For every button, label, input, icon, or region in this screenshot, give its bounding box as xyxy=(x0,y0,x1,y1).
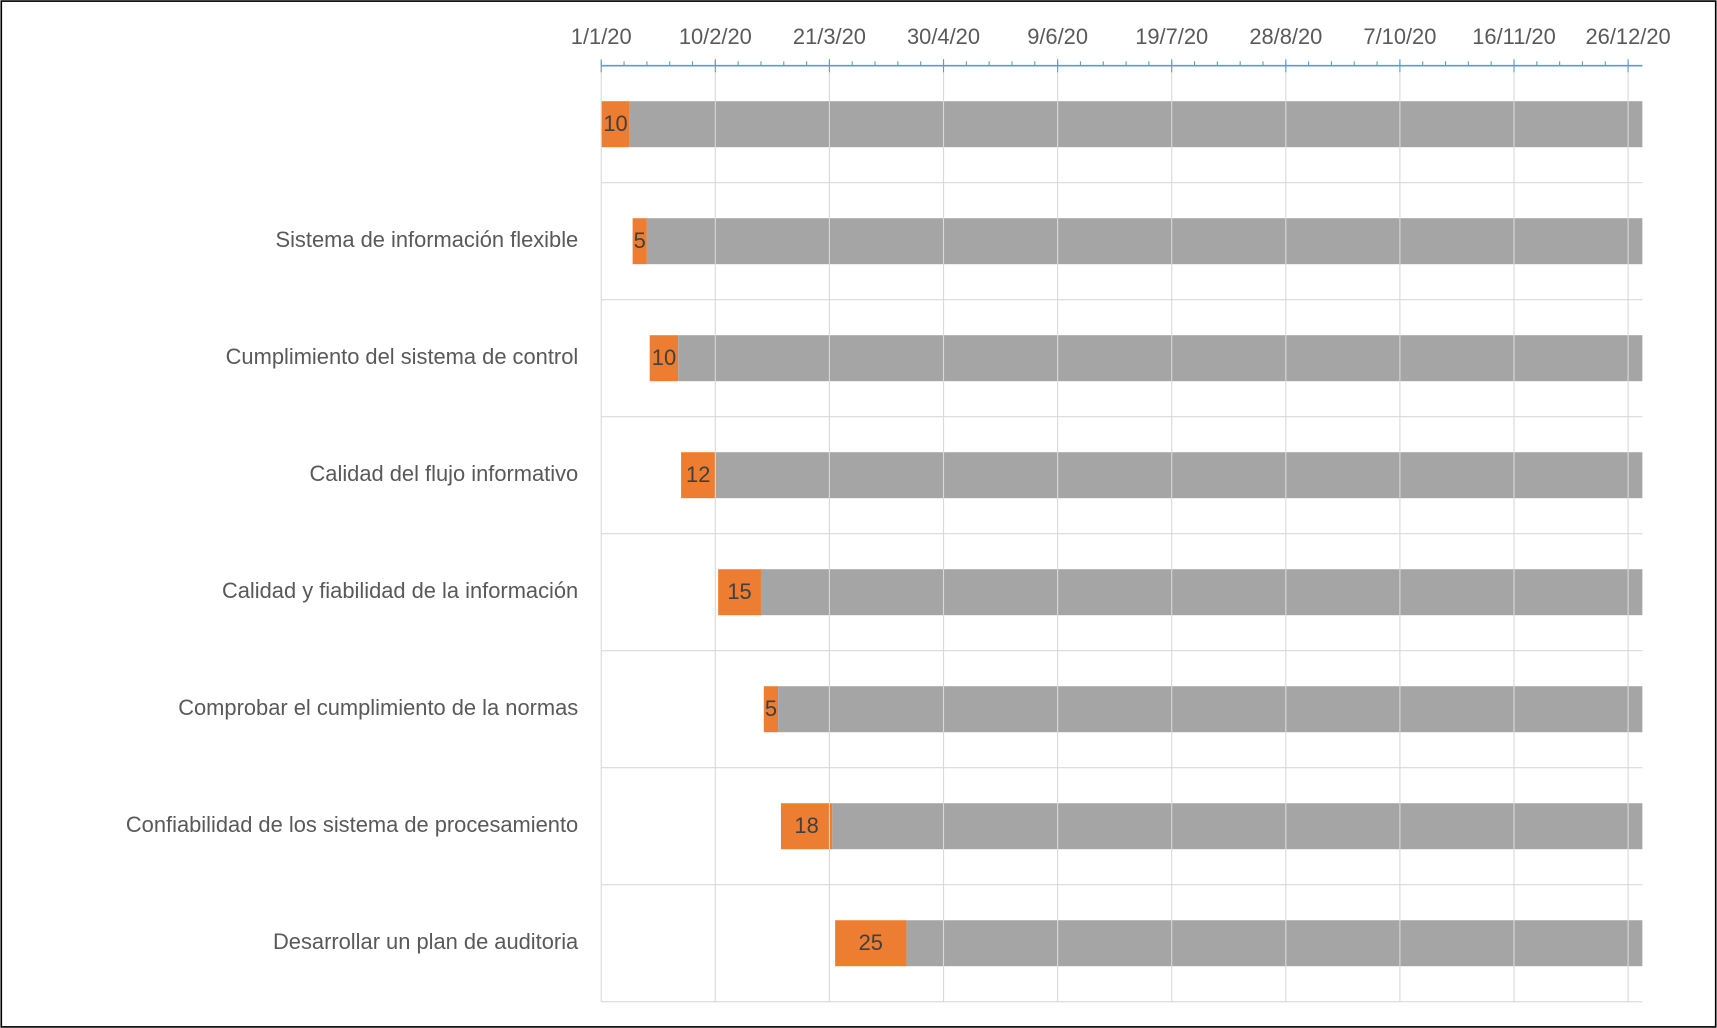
bar-segment xyxy=(763,686,779,733)
category-label: Comprobar el cumplimiento de la normas xyxy=(178,695,578,720)
bar-segment xyxy=(718,569,761,616)
bar-segment xyxy=(715,452,1643,499)
bar-segment xyxy=(832,803,1643,850)
bar-segment xyxy=(678,335,1643,382)
x-tick-label: 16/11/20 xyxy=(1472,24,1556,49)
data-label: 10 xyxy=(603,111,627,136)
category-label: Sistema de información flexible xyxy=(275,227,578,252)
x-tick-label: 10/2/20 xyxy=(679,24,752,49)
bar-segment xyxy=(601,101,630,148)
bar-segment xyxy=(629,101,1643,148)
x-tick-label: 9/6/20 xyxy=(1027,24,1088,49)
bar-segment xyxy=(780,803,833,850)
bar-segment xyxy=(649,335,679,382)
data-label: 5 xyxy=(765,696,777,721)
bar-segment xyxy=(632,218,647,265)
plot-area xyxy=(601,101,1643,967)
category-label: Confiabilidad de los sistema de procesam… xyxy=(126,812,578,837)
x-tick-label: 1/1/20 xyxy=(571,24,632,49)
bar-segment xyxy=(681,452,716,499)
category-label: Calidad y fiabilidad de la información xyxy=(222,578,578,603)
category-label: Cumplimiento del sistema de control xyxy=(226,344,579,369)
data-label: 12 xyxy=(686,462,710,487)
category-label: Desarrollar un plan de auditoria xyxy=(273,929,579,954)
x-tick-label: 28/8/20 xyxy=(1249,24,1322,49)
x-tick-label: 7/10/20 xyxy=(1363,24,1436,49)
data-label: 25 xyxy=(859,930,883,955)
x-tick-label: 21/3/20 xyxy=(793,24,866,49)
bar-segment xyxy=(760,569,1643,616)
data-label: 5 xyxy=(634,228,646,253)
category-label: Calidad del flujo informativo xyxy=(310,461,579,486)
x-tick-label: 19/7/20 xyxy=(1135,24,1208,49)
x-tick-label: 30/4/20 xyxy=(907,24,980,49)
bar-segment xyxy=(835,920,907,967)
bar-segment xyxy=(906,920,1643,967)
bar-segment xyxy=(646,218,1643,265)
data-label: 15 xyxy=(727,579,751,604)
data-label: 18 xyxy=(794,813,818,838)
x-tick-label: 26/12/20 xyxy=(1586,24,1671,49)
data-label: 10 xyxy=(652,345,676,370)
bar-segment xyxy=(778,686,1643,733)
